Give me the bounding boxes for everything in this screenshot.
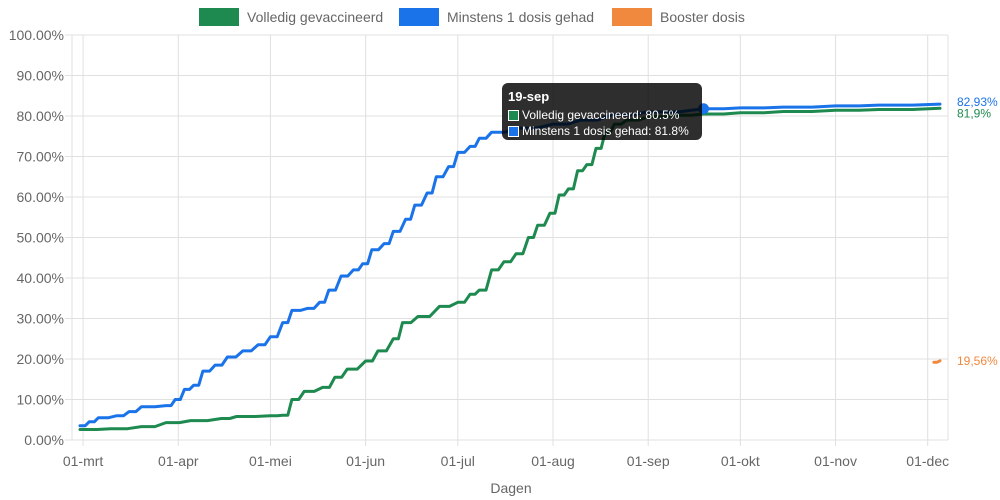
legend-item-volledig[interactable]: Volledig gevaccineerd bbox=[199, 6, 383, 28]
x-tick-label: 01-sep bbox=[627, 453, 670, 469]
x-tick-label: 01-dec bbox=[906, 453, 949, 469]
legend-item-minstens[interactable]: Minstens 1 dosis gehad bbox=[399, 6, 594, 28]
legend-label-minstens: Minstens 1 dosis gehad bbox=[447, 9, 595, 25]
y-tick-label: 30.00% bbox=[17, 311, 64, 327]
y-tick-label: 40.00% bbox=[17, 270, 64, 286]
tooltip-row-volledig: Volledig gevaccineerd: 80.5% bbox=[508, 107, 696, 123]
legend-label-booster: Booster dosis bbox=[660, 9, 745, 25]
x-tick-label: 01-jun bbox=[346, 453, 385, 469]
legend-swatch-minstens bbox=[399, 8, 439, 26]
x-tick-label: 01-mei bbox=[249, 453, 292, 469]
y-tick-label: 20.00% bbox=[17, 351, 64, 367]
y-tick-label: 70.00% bbox=[17, 149, 64, 165]
y-tick-label: 60.00% bbox=[17, 189, 64, 205]
x-tick-label: 01-nov bbox=[814, 453, 857, 469]
x-tick-label: 01-okt bbox=[721, 453, 760, 469]
tooltip-label-volledig: Volledig gevaccineerd: 80.5% bbox=[522, 108, 680, 122]
x-tick-label: 01-apr bbox=[158, 453, 199, 469]
y-tick-label: 100.00% bbox=[9, 27, 64, 43]
grid-layer bbox=[65, 34, 949, 446]
legend-swatch-booster bbox=[612, 8, 652, 26]
tooltip-swatch-minstens bbox=[508, 125, 519, 137]
tooltip-row-minstens: Minstens 1 dosis gehad: 81.8% bbox=[508, 123, 696, 139]
chart-tooltip: 19-sep Volledig gevaccineerd: 80.5% Mins… bbox=[502, 83, 702, 140]
chart-legend: Volledig gevaccineerd Minstens 1 dosis g… bbox=[0, 6, 1000, 28]
series-layer bbox=[78, 102, 942, 431]
y-tick-label: 10.00% bbox=[17, 392, 64, 408]
x-tick-label: 01-aug bbox=[531, 453, 575, 469]
tooltip-label-minstens: Minstens 1 dosis gehad: 81.8% bbox=[522, 124, 689, 138]
legend-label-volledig: Volledig gevaccineerd bbox=[247, 9, 384, 25]
tooltip-title: 19-sep bbox=[508, 89, 550, 104]
series-line-1 bbox=[78, 102, 942, 428]
label-layer: 0.00% 10.00% 20.00% 30.00% 40.00% 50.00% 60.00… bbox=[9, 27, 998, 469]
x-tick-label: 01-mrt bbox=[63, 453, 104, 469]
y-tick-label: 0.00% bbox=[24, 432, 64, 448]
series-line-2 bbox=[932, 359, 942, 364]
series-end-label-2: 19,56% bbox=[957, 354, 998, 368]
series-end-label-0: 81,9% bbox=[957, 106, 991, 120]
y-tick-label: 50.00% bbox=[17, 230, 64, 246]
y-tick-label: 90.00% bbox=[17, 68, 64, 84]
x-axis-title: Dagen bbox=[490, 480, 531, 496]
legend-swatch-volledig bbox=[199, 8, 239, 26]
y-tick-label: 80.00% bbox=[17, 108, 64, 124]
x-tick-label: 01-jul bbox=[441, 453, 475, 469]
tooltip-swatch-volledig bbox=[508, 109, 519, 121]
series-end-label-1: 82,93% bbox=[957, 95, 998, 109]
legend-item-booster[interactable]: Booster dosis bbox=[612, 6, 745, 28]
